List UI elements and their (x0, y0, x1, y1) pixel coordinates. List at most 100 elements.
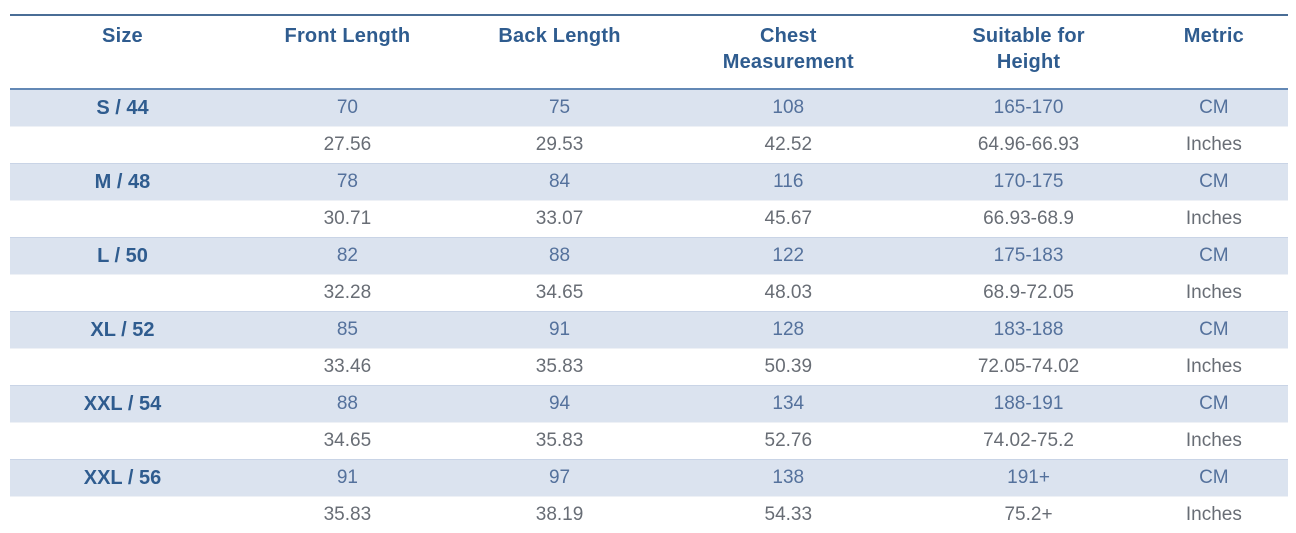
cell-size: XXL / 54 (83, 393, 162, 415)
cell-size (10, 423, 235, 460)
cell-back: 35.83 (535, 430, 584, 451)
cell-metric: CM (1199, 245, 1229, 266)
cell-size (10, 127, 235, 164)
column-header-back: Back Length (459, 15, 660, 90)
cell-back: 84 (548, 171, 571, 192)
cell-chest: 45.67 (764, 208, 813, 229)
table-row-cm: M / 48 78 84 116 170-175 CM (10, 163, 1288, 201)
cell-front: 27.56 (323, 134, 372, 155)
cell-height: 64.96-66.93 (977, 134, 1080, 155)
table-row-inches: 33.46 35.83 50.39 72.05-74.02 Inches (10, 348, 1288, 386)
cell-chest: 52.76 (764, 430, 813, 451)
cell-size: M / 48 (94, 171, 151, 193)
cell-metric: CM (1199, 97, 1229, 118)
cell-front: 35.83 (323, 504, 372, 525)
cell-size: L / 50 (97, 245, 148, 267)
table-row-cm: S / 44 70 75 108 165-170 CM (10, 89, 1288, 127)
column-header-height-line: Height (996, 51, 1061, 73)
cell-metric: CM (1199, 319, 1229, 340)
cell-height: 66.93-68.9 (983, 208, 1074, 229)
cell-height: 72.05-74.02 (977, 356, 1080, 377)
cell-chest: 54.33 (764, 504, 813, 525)
cell-front: 88 (336, 393, 358, 414)
cell-chest: 48.03 (764, 282, 813, 303)
table-row-cm: XL / 52 85 91 128 183-188 CM (10, 311, 1288, 349)
column-header-chest-line: Chest (759, 25, 817, 47)
header-row: Size Front Length Back Length Chest Measurem… (10, 15, 1288, 90)
cell-metric: Inches (1185, 430, 1242, 451)
cell-front: 30.71 (323, 208, 372, 229)
cell-size (10, 497, 235, 533)
column-header-back-line: Back Length (498, 25, 621, 47)
cell-back: 33.07 (535, 208, 584, 229)
column-header-size-line: Size (102, 25, 143, 47)
cell-size (10, 275, 235, 312)
cell-height: 74.02-75.2 (983, 430, 1074, 451)
cell-chest: 42.52 (764, 134, 813, 155)
table-row-cm: XXL / 56 91 97 138 191+ CM (10, 459, 1288, 497)
cell-front: 78 (336, 171, 358, 192)
cell-chest: 122 (772, 245, 805, 266)
table-header: Size Front Length Back Length Chest Measurem… (10, 15, 1288, 90)
column-header-front-line: Front Length (284, 25, 411, 47)
table-row-cm: XXL / 54 88 94 134 188-191 CM (10, 385, 1288, 423)
table-row-inches: 27.56 29.53 42.52 64.96-66.93 Inches (10, 126, 1288, 164)
cell-metric: CM (1199, 467, 1229, 488)
cell-metric: Inches (1185, 134, 1242, 155)
cell-front: 91 (336, 467, 358, 488)
cell-front: 32.28 (323, 282, 372, 303)
cell-back: 34.65 (535, 282, 584, 303)
cell-chest: 138 (772, 467, 805, 488)
table-row-inches: 30.71 33.07 45.67 66.93-68.9 Inches (10, 200, 1288, 238)
cell-size (10, 349, 235, 386)
cell-size: XXL / 56 (83, 467, 162, 489)
column-header-chest: Chest Measurement (659, 15, 918, 90)
cell-back: 35.83 (535, 356, 584, 377)
cell-metric: Inches (1185, 282, 1242, 303)
cell-back: 97 (548, 467, 571, 488)
cell-chest: 134 (772, 393, 805, 414)
column-header-size: Size (10, 15, 235, 90)
cell-size: S / 44 (96, 97, 149, 119)
column-header-chest-line: Measurement (722, 51, 854, 73)
cell-metric: Inches (1185, 208, 1242, 229)
cell-metric: CM (1199, 393, 1229, 414)
column-header-metric-line: Metric (1183, 25, 1244, 47)
cell-chest: 50.39 (764, 356, 813, 377)
column-header-height-line: Suitable for (972, 25, 1085, 47)
cell-chest: 116 (773, 171, 804, 192)
cell-chest: 108 (772, 97, 805, 118)
cell-back: 94 (548, 393, 571, 414)
cell-height: 170-175 (993, 171, 1064, 192)
cell-metric: Inches (1185, 504, 1242, 525)
table-row-inches: 34.65 35.83 52.76 74.02-75.2 Inches (10, 422, 1288, 460)
size-chart-table: Size Front Length Back Length Chest Measurem… (10, 14, 1288, 533)
cell-metric: Inches (1185, 356, 1242, 377)
cell-height: 175-183 (993, 245, 1064, 266)
cell-front: 33.46 (323, 356, 372, 377)
cell-front: 34.65 (323, 430, 372, 451)
cell-size (10, 201, 235, 238)
column-header-front: Front Length (234, 15, 460, 90)
cell-back: 29.53 (535, 134, 584, 155)
column-header-metric: Metric (1139, 15, 1288, 90)
cell-back: 91 (548, 319, 571, 340)
table-row-inches: 32.28 34.65 48.03 68.9-72.05 Inches (10, 274, 1288, 312)
column-header-height: Suitable for Height (917, 15, 1140, 90)
cell-height: 183-188 (993, 319, 1064, 340)
cell-height: 68.9-72.05 (983, 282, 1074, 303)
cell-front: 70 (336, 97, 358, 118)
cell-height: 165-170 (993, 97, 1064, 118)
cell-back: 75 (548, 97, 571, 118)
cell-metric: CM (1199, 171, 1229, 192)
table-row-inches: 35.83 38.19 54.33 75.2+ Inches (10, 496, 1288, 533)
cell-chest: 128 (772, 319, 805, 340)
cell-height: 75.2+ (1004, 504, 1053, 525)
table-row-cm: L / 50 82 88 122 175-183 CM (10, 237, 1288, 275)
table-body: S / 44 70 75 108 165-170 CM 27.56 29.53 42.52 64.… (10, 89, 1288, 533)
cell-height: 188-191 (993, 393, 1064, 414)
cell-front: 85 (336, 319, 358, 340)
cell-size: XL / 52 (90, 319, 155, 341)
cell-back: 88 (548, 245, 571, 266)
